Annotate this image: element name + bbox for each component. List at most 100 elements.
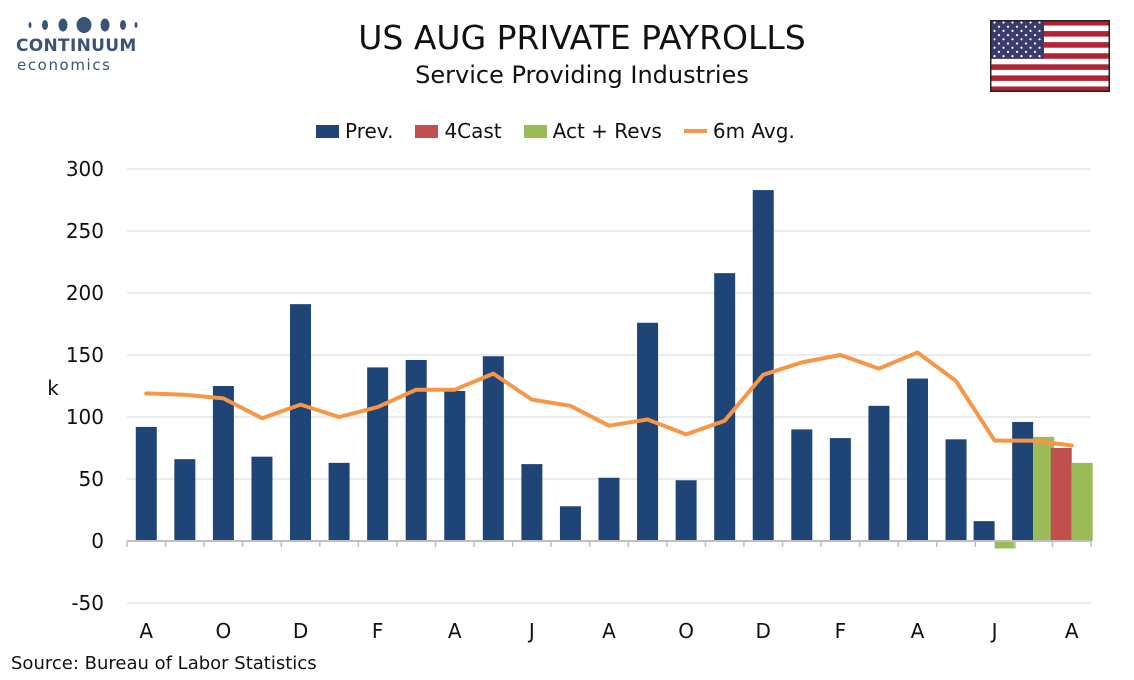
- bar-prev: [444, 390, 466, 541]
- bar-prev: [637, 322, 659, 541]
- flag-star: [1020, 21, 1023, 24]
- source-note: Source: Bureau of Labor Statistics: [11, 653, 317, 674]
- bar-forecast: [1050, 448, 1072, 541]
- bar-prev: [405, 359, 427, 541]
- flag-star: [1020, 29, 1023, 32]
- bar-prev: [1012, 421, 1034, 541]
- flag-star: [1024, 42, 1028, 45]
- bar-actual: [1033, 436, 1055, 541]
- bar-prev: [521, 464, 543, 541]
- flag-star: [997, 50, 1001, 53]
- flag-star: [1038, 29, 1041, 32]
- flag-star: [993, 55, 996, 58]
- y-axis-title: k: [47, 376, 59, 400]
- chart-subtitle: Service Providing Industries: [415, 61, 749, 89]
- flag-star: [993, 29, 996, 32]
- legend-label-actual: Act + Revs: [552, 119, 662, 143]
- x-tick-label: A: [1065, 619, 1079, 643]
- flag-star: [1011, 55, 1014, 58]
- x-tick-label: A: [911, 619, 925, 643]
- legend-swatch-actual: [523, 124, 547, 138]
- bar-prev: [174, 459, 196, 541]
- x-tick-label: D: [293, 619, 308, 643]
- x-tick-label: A: [448, 619, 462, 643]
- flag-star: [997, 34, 1001, 37]
- legend-item-actual: Act + Revs: [523, 119, 662, 143]
- flag-star: [1002, 21, 1005, 24]
- bar-prev: [829, 438, 851, 541]
- legend-swatch-avg: [683, 129, 707, 133]
- bars: [135, 190, 1093, 549]
- flag-star: [1020, 46, 1023, 49]
- flag-star: [1011, 21, 1014, 24]
- flag-star: [1020, 38, 1023, 41]
- legend-label-prev: Prev.: [345, 119, 394, 143]
- y-tick-label: 150: [66, 343, 104, 367]
- flag-star: [1002, 38, 1005, 41]
- legend-swatch-prev: [316, 124, 339, 138]
- flag-star: [1033, 34, 1037, 37]
- legend-item-prev: Prev.: [316, 119, 393, 143]
- flag-star: [1024, 34, 1028, 37]
- x-tick-label: O: [216, 619, 232, 643]
- bar-prev: [791, 429, 813, 541]
- flag-star: [1011, 29, 1014, 32]
- flag-star: [997, 25, 1001, 28]
- x-tick-label: F: [835, 619, 847, 643]
- flag-star: [1038, 38, 1041, 41]
- flag-star: [993, 21, 996, 24]
- bar-prev: [559, 506, 581, 541]
- chart-legend: Prev. 4Cast Act + Revs 6m Avg.: [316, 119, 817, 143]
- logo-wordmark: CONTINUUM: [16, 36, 137, 56]
- y-tick-label: 100: [66, 405, 104, 429]
- bar-prev: [675, 480, 697, 541]
- avg-line-layer: [144, 350, 1074, 448]
- logo-subtext: economics: [17, 56, 112, 74]
- legend-label-forecast: 4Cast: [444, 119, 502, 143]
- flag-star: [1038, 46, 1041, 49]
- y-tick-label: -50: [71, 591, 104, 615]
- bar-prev: [945, 439, 967, 541]
- flag-star: [1015, 34, 1019, 37]
- flag-star: [1029, 38, 1032, 41]
- x-tick-label: A: [602, 619, 616, 643]
- flag-star: [1029, 55, 1032, 58]
- bar-prev: [598, 477, 620, 541]
- bar-prev: [135, 426, 157, 541]
- flag-star: [1006, 42, 1010, 45]
- chart-title: US AUG PRIVATE PAYROLLS: [358, 18, 806, 57]
- bar-actual: [994, 541, 1016, 549]
- y-tick-label: 250: [66, 219, 104, 243]
- avg-line: [144, 350, 1074, 448]
- flag-star: [1029, 29, 1032, 32]
- bar-prev: [212, 386, 234, 541]
- legend-label-avg: 6m Avg.: [712, 119, 795, 143]
- flag-star: [1011, 46, 1014, 49]
- flag-star: [1006, 25, 1010, 28]
- x-tick-label: F: [372, 619, 384, 643]
- flag-star: [1020, 55, 1023, 58]
- bar-prev: [290, 304, 312, 541]
- legend-item-avg: 6m Avg.: [683, 119, 795, 143]
- gridlines: [127, 168, 1091, 604]
- flag-star: [993, 46, 996, 49]
- bar-prev: [482, 356, 504, 541]
- flag-star: [1029, 46, 1032, 49]
- bar-prev: [367, 367, 389, 541]
- x-tick-label: D: [756, 619, 771, 643]
- y-tick-label: 300: [66, 157, 104, 181]
- y-tick-label: 50: [79, 467, 104, 491]
- bar-prev: [251, 456, 273, 541]
- bar-prev: [973, 521, 995, 541]
- bar-prev: [906, 378, 928, 541]
- flag-star: [1033, 25, 1037, 28]
- flag-star: [997, 42, 1001, 45]
- legend-item-forecast: 4Cast: [415, 119, 502, 143]
- axes: [126, 540, 1092, 547]
- flag-star: [1038, 21, 1041, 24]
- y-tick-label: 0: [91, 529, 104, 553]
- flag-star: [993, 38, 996, 41]
- flag-star: [1038, 55, 1041, 58]
- flag-star: [1033, 42, 1037, 45]
